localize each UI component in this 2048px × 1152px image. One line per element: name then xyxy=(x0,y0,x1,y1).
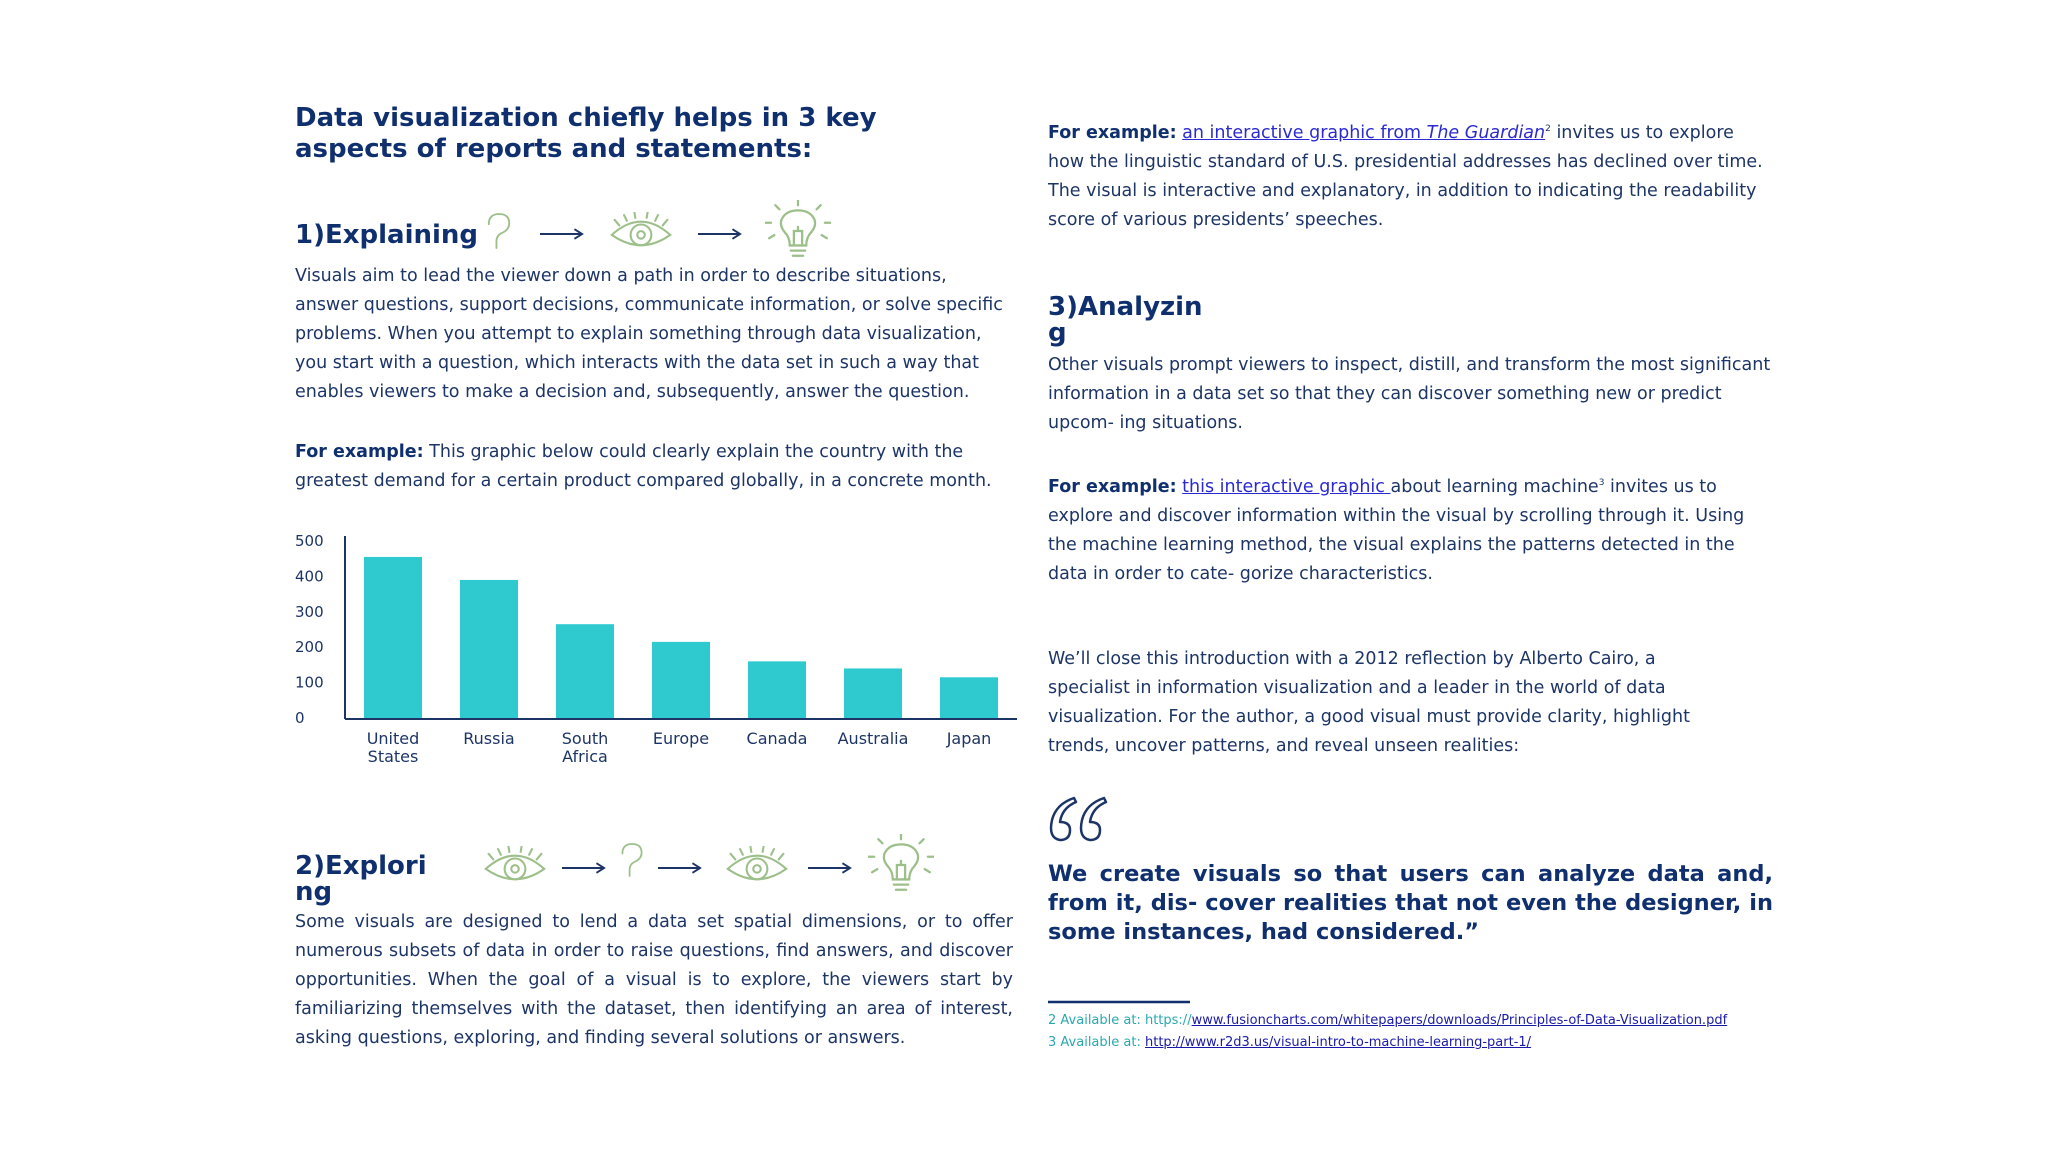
arrow-icon xyxy=(540,228,584,240)
arrow-icon xyxy=(808,862,852,874)
footnote-ref: 2 xyxy=(1545,124,1551,134)
x-tick-label: United States xyxy=(366,729,420,766)
link[interactable]: an interactive graphic from The Guardian xyxy=(1182,123,1545,143)
link-text[interactable]: an interactive graphic from xyxy=(1182,122,1427,143)
label: For example: xyxy=(1048,476,1177,497)
bulb-icon xyxy=(868,834,934,891)
paragraph: Visuals aim to lead the viewer down a pa… xyxy=(295,266,1003,402)
heading: Data visualization chiefly helps in 3 ke… xyxy=(295,103,877,164)
x-tick-label: Russia xyxy=(463,729,515,748)
explain-icons xyxy=(487,200,831,257)
y-tick-label: 100 xyxy=(295,674,324,692)
x-tick-label: Europe xyxy=(652,729,710,748)
footnote: 3 Available at: http://www.r2d3.us/visua… xyxy=(1048,1032,1948,1054)
footnote-prefix: Available at: https:// xyxy=(1060,1013,1192,1028)
bar xyxy=(556,624,614,718)
bar xyxy=(844,668,902,718)
paragraph: Some visuals are designed to lend a data… xyxy=(295,912,1013,1048)
bar xyxy=(652,641,710,718)
footnote-link[interactable]: http://www.r2d3.us/visual-intro-to-machi… xyxy=(1144,1035,1532,1050)
bar xyxy=(460,579,518,718)
bar xyxy=(940,677,998,718)
y-tick-label: 400 xyxy=(295,567,324,585)
chart-canvas: 0 100 200 300 400 500 xyxy=(295,532,1017,727)
text: invites us to explore and discover infor… xyxy=(1048,476,1745,584)
footnote-number: 2 xyxy=(1048,1013,1057,1028)
text: invites us to explore how the linguistic… xyxy=(1048,122,1763,230)
question-icon xyxy=(621,843,643,877)
paragraph: Other visuals prompt viewers to inspect,… xyxy=(1048,355,1771,433)
section-title: 2)Exploring xyxy=(295,851,427,907)
text: about learning machine xyxy=(1390,476,1599,497)
paragraph: For example: This graphic below could cl… xyxy=(295,438,1015,496)
arrow-icon xyxy=(658,862,702,874)
question-icon xyxy=(487,213,511,249)
bar-chart: 0 100 200 300 400 500 United States Russia Sout… xyxy=(284,525,1024,775)
quote: We create visuals so that users can anal… xyxy=(1048,861,1773,945)
arrow-icon xyxy=(562,862,606,874)
y-tick-label: 300 xyxy=(295,603,324,621)
explore-icons xyxy=(484,834,934,891)
link-italic[interactable]: The Guardian xyxy=(1426,122,1546,143)
bulb-icon xyxy=(765,200,831,257)
bar xyxy=(364,556,422,718)
eye-icon xyxy=(484,846,546,881)
y-tick-label: 0 xyxy=(295,709,305,727)
footnote-ref: 3 xyxy=(1598,478,1605,488)
paragraph: We’ll close this introduction with a 201… xyxy=(1048,649,1690,756)
footnote-number: 3 xyxy=(1048,1035,1057,1050)
footnote-link[interactable]: www.fusioncharts.com/whitepapers/downloa… xyxy=(1191,1013,1728,1028)
link[interactable]: this interactive graphic xyxy=(1182,476,1391,497)
x-tick-label: South Africa xyxy=(561,729,609,766)
x-tick-label: Japan xyxy=(946,729,992,748)
footnote: 2 Available at: https://www.fusioncharts… xyxy=(1048,1010,1948,1032)
footnote-prefix: Available at: xyxy=(1060,1035,1141,1050)
label: For example: xyxy=(1048,122,1177,143)
x-tick-label: Canada xyxy=(746,729,808,748)
bar xyxy=(748,661,806,718)
y-tick-label: 200 xyxy=(295,638,324,656)
paragraph: For example: an interactive graphic from… xyxy=(1048,115,1773,235)
paragraph: For example: this interactive graphic ab… xyxy=(1048,469,1778,589)
y-tick-label: 500 xyxy=(295,532,324,550)
footnote-rule xyxy=(1048,1000,1190,1004)
text: This graphic below could clearly explain… xyxy=(295,442,992,491)
quote-icon xyxy=(1049,796,1108,842)
eye-icon xyxy=(726,846,788,881)
label: For example: xyxy=(295,442,424,462)
eye-icon xyxy=(610,212,672,247)
x-tick-label: Australia xyxy=(837,729,909,748)
section-title: 3)Analyzing xyxy=(1048,292,1203,348)
arrow-icon xyxy=(698,228,742,240)
section-title: 1)Explaining xyxy=(295,220,479,250)
